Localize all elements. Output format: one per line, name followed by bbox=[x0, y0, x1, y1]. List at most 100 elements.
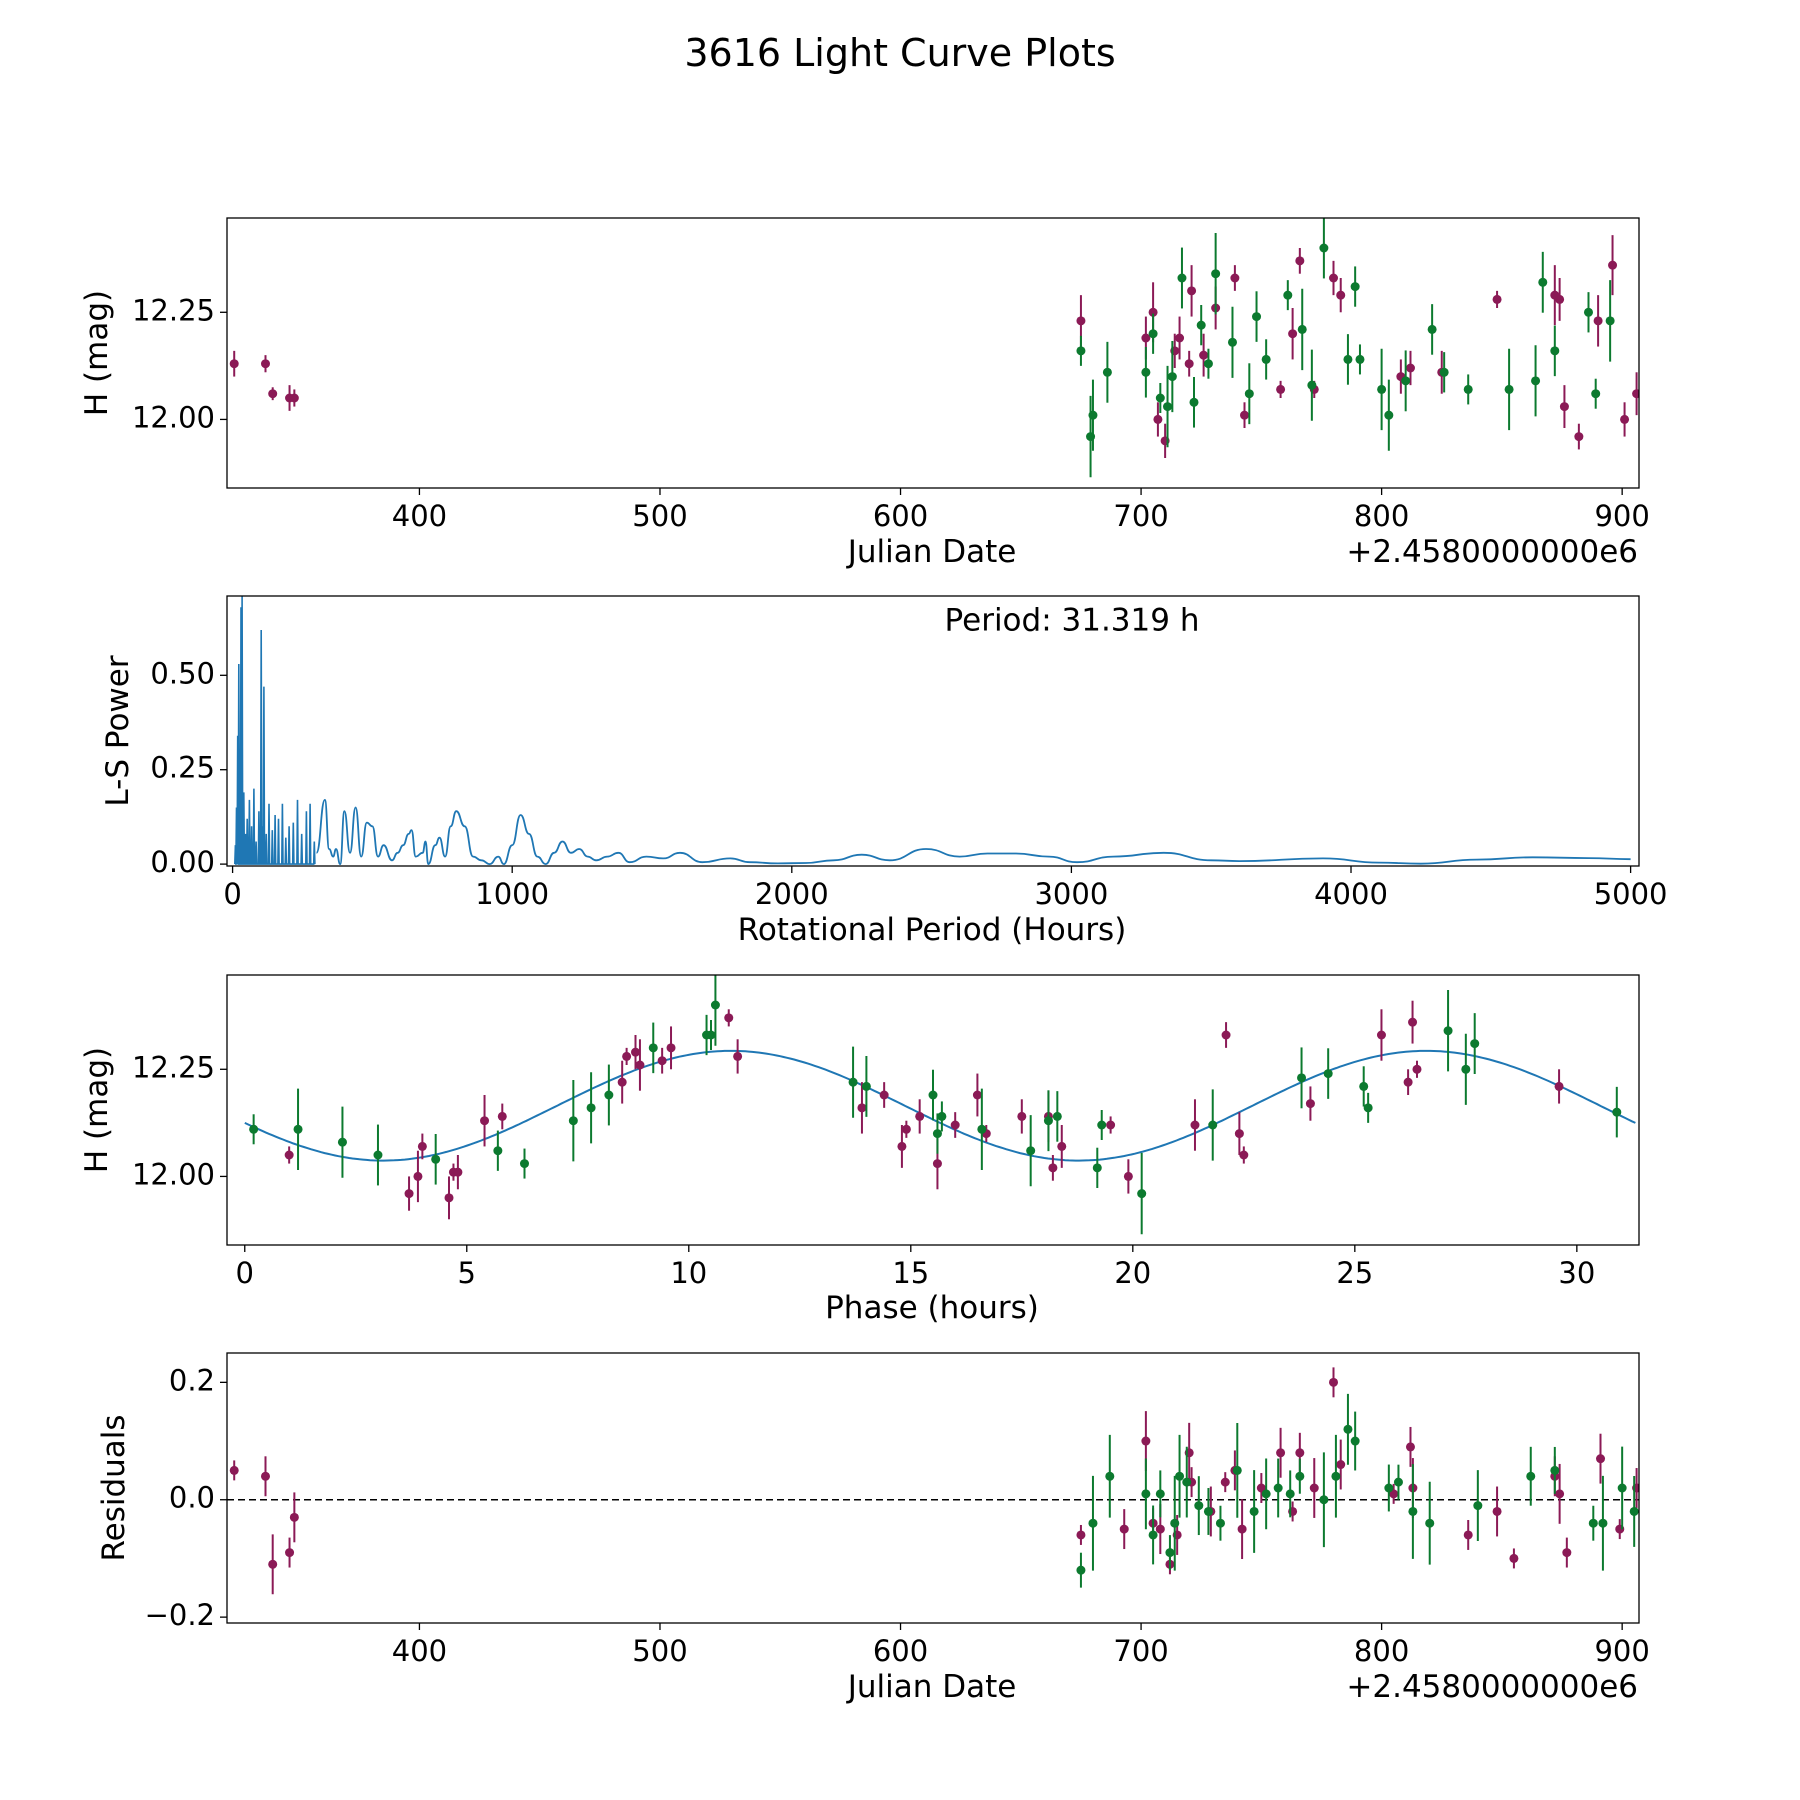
residuals-panel: 400 500 600 700 800 900 −0.2 0.0 0.2 Julian Date… bbox=[96, 1352, 1650, 1705]
phased-point-green bbox=[1323, 1069, 1333, 1079]
phased-point-green bbox=[1026, 1146, 1036, 1156]
phased-model-curve bbox=[244, 1049, 1636, 1162]
lightcurve-point-purple bbox=[1076, 316, 1086, 326]
residuals-point-green bbox=[1473, 1501, 1483, 1511]
lightcurve-point-green bbox=[1211, 269, 1221, 279]
period-annotation: Period: 31.319 h bbox=[945, 603, 1200, 639]
phased-point-purple bbox=[480, 1116, 490, 1126]
lightcurve-point-green bbox=[1102, 367, 1112, 377]
residuals-point-green bbox=[1261, 1489, 1271, 1499]
residuals-point-purple bbox=[1295, 1448, 1305, 1458]
lightcurve-point-purple bbox=[1329, 273, 1339, 283]
residuals-point-purple bbox=[1329, 1377, 1339, 1387]
residuals-point-green bbox=[1588, 1518, 1598, 1528]
lightcurve-point-purple bbox=[1141, 333, 1151, 343]
residuals-point-purple bbox=[1220, 1477, 1230, 1487]
lightcurve-point-green bbox=[1538, 277, 1548, 287]
lightcurve-point-green bbox=[1401, 376, 1411, 386]
phased-point-purple bbox=[932, 1159, 942, 1169]
residuals-point-green bbox=[1629, 1506, 1639, 1516]
phased-point-purple bbox=[617, 1077, 627, 1087]
phased-point-green bbox=[1043, 1116, 1053, 1126]
residuals-xtick-label: 600 bbox=[873, 1634, 928, 1668]
periodogram-xtick-label: 1000 bbox=[475, 877, 549, 911]
phased-point-green bbox=[604, 1090, 614, 1100]
phased-point-green bbox=[1470, 1039, 1480, 1049]
phased-point-purple bbox=[1305, 1099, 1315, 1109]
phased-point-purple bbox=[284, 1150, 294, 1160]
residuals-point-purple bbox=[289, 1512, 299, 1522]
residuals-point-purple bbox=[1509, 1553, 1519, 1563]
phased-point-green bbox=[1097, 1120, 1107, 1130]
residuals-point-green bbox=[1617, 1483, 1627, 1493]
lightcurve-point-green bbox=[1605, 316, 1615, 326]
lightcurve-point-green bbox=[1196, 320, 1206, 330]
residuals-point-green bbox=[1182, 1477, 1192, 1487]
phased-point-purple bbox=[413, 1171, 423, 1181]
phased-point-purple bbox=[1403, 1077, 1413, 1087]
residuals-ylabel: Residuals bbox=[96, 1414, 132, 1561]
phased-xtick-label: 0 bbox=[236, 1256, 254, 1290]
phased-point-purple bbox=[1554, 1081, 1564, 1091]
lightcurve-point-green bbox=[1307, 380, 1317, 390]
lightcurve-point-green bbox=[1163, 402, 1173, 412]
phased-point-green bbox=[1443, 1026, 1453, 1036]
lightcurve-point-green bbox=[1531, 376, 1541, 386]
phased-point-purple bbox=[879, 1090, 889, 1100]
phased-point-purple bbox=[1123, 1171, 1133, 1181]
lightcurve-point-purple bbox=[289, 393, 299, 403]
phased-xtick-label: 25 bbox=[1336, 1256, 1373, 1290]
lightcurve-point-green bbox=[1252, 312, 1262, 322]
residuals-point-green bbox=[1088, 1518, 1098, 1528]
lightcurve-xtick-label: 700 bbox=[1113, 499, 1168, 533]
residuals-point-green bbox=[1170, 1518, 1180, 1528]
residuals-point-green bbox=[1319, 1495, 1329, 1505]
lightcurve-point-purple bbox=[1555, 294, 1565, 304]
lightcurve-point-green bbox=[1297, 324, 1307, 334]
residuals-point-green bbox=[1105, 1471, 1115, 1481]
phased-point-purple bbox=[1106, 1120, 1116, 1130]
residuals-xlabel: Julian Date bbox=[846, 1669, 1017, 1705]
phased-point-green bbox=[337, 1137, 347, 1147]
lightcurve-point-purple bbox=[1153, 414, 1163, 424]
lightcurve-point-green bbox=[1189, 397, 1199, 407]
lightcurve-point-purple bbox=[1608, 260, 1618, 270]
phased-point-purple bbox=[635, 1060, 645, 1070]
lightcurve-xtick-label: 500 bbox=[632, 499, 687, 533]
residuals-point-purple bbox=[1309, 1483, 1319, 1493]
lightcurve-xtick-label: 800 bbox=[1354, 499, 1409, 533]
figure-title: 3616 Light Curve Plots bbox=[684, 31, 1115, 75]
phased-point-green bbox=[977, 1124, 987, 1134]
phased-ytick-label: 12.00 bbox=[132, 1157, 215, 1191]
residuals-point-green bbox=[1232, 1465, 1242, 1475]
phased-point-green bbox=[1363, 1103, 1373, 1113]
phased-point-purple bbox=[1408, 1017, 1418, 1027]
residuals-point-purple bbox=[1119, 1524, 1129, 1534]
residuals-point-green bbox=[1155, 1489, 1165, 1499]
residuals-point-purple bbox=[1237, 1524, 1247, 1534]
lightcurve-ylabel: H (mag) bbox=[79, 290, 115, 416]
phased-point-purple bbox=[1017, 1111, 1027, 1121]
lightcurve-point-green bbox=[1377, 384, 1387, 394]
residuals-point-purple bbox=[285, 1548, 295, 1558]
residuals-point-green bbox=[1141, 1489, 1151, 1499]
periodogram-ticks: 0 1000 2000 3000 4000 5000 0.00 0.25 0.50 bbox=[150, 656, 1667, 911]
residuals-point-green bbox=[1203, 1506, 1213, 1516]
residuals-point-purple bbox=[1336, 1460, 1346, 1470]
residuals-point-purple bbox=[1562, 1548, 1572, 1558]
lightcurve-point-purple bbox=[1620, 414, 1630, 424]
residuals-point-green bbox=[1165, 1548, 1175, 1558]
phased-point-green bbox=[1297, 1073, 1307, 1083]
lightcurve-point-green bbox=[1155, 393, 1165, 403]
phased-point-purple bbox=[901, 1124, 911, 1134]
periodogram-spikes bbox=[234, 596, 316, 865]
lightcurve-point-green bbox=[1283, 290, 1293, 300]
lightcurve-point-purple bbox=[1148, 307, 1158, 317]
phased-point-green bbox=[928, 1090, 938, 1100]
lightcurve-point-purple bbox=[1336, 290, 1346, 300]
phased-point-green bbox=[1208, 1120, 1218, 1130]
periodogram-panel: 0 1000 2000 3000 4000 5000 0.00 0.25 0.50 Period… bbox=[100, 595, 1668, 948]
phased-xlabel: Phase (hours) bbox=[825, 1290, 1039, 1326]
lightcurve-point-green bbox=[1504, 384, 1514, 394]
